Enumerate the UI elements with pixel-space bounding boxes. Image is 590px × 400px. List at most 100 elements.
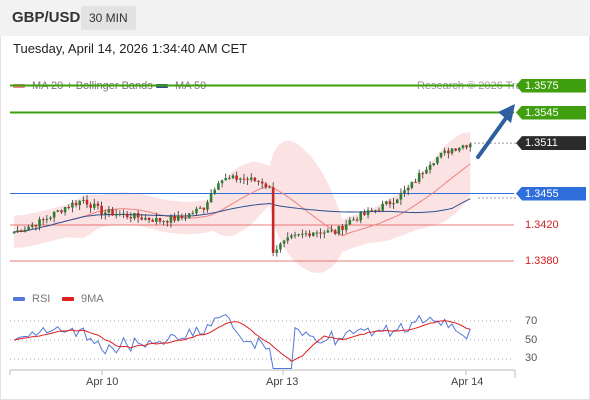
- candle-body: [38, 219, 41, 227]
- candle-body: [217, 183, 220, 190]
- candle-body: [242, 178, 246, 180]
- candle-body: [293, 234, 297, 236]
- candle-body: [312, 232, 315, 236]
- 9ma-line: [13, 320, 471, 362]
- candle-body: [180, 215, 184, 219]
- level-tag-last-price: 1.3511: [516, 136, 586, 151]
- candle-body: [439, 152, 443, 158]
- candle-body: [224, 178, 227, 181]
- rsi-label: RSI: [32, 293, 51, 305]
- candle-body: [27, 226, 30, 230]
- forecast-arrow-head: [498, 104, 515, 123]
- rsi-swatch: [13, 297, 25, 301]
- candle-body: [271, 187, 275, 253]
- candle-body: [385, 201, 388, 204]
- candle-body: [195, 208, 198, 214]
- candle-body: [136, 213, 140, 218]
- candle-body: [406, 187, 410, 191]
- candle-body: [206, 202, 209, 210]
- candle-body: [162, 221, 165, 223]
- legend-rsi: RSI: [13, 293, 50, 305]
- candle-body: [198, 207, 202, 209]
- 9ma-swatch: [62, 297, 74, 301]
- forecast-arrow-shaft: [476, 116, 508, 159]
- candle-body: [355, 219, 359, 221]
- candle-body: [34, 224, 38, 227]
- candle-body: [326, 230, 330, 233]
- candle-body: [286, 237, 290, 241]
- level-tag-support-2: 1.3380: [525, 255, 559, 267]
- candle-body: [12, 232, 16, 234]
- candle-body: [133, 213, 136, 219]
- candle-body: [275, 249, 279, 253]
- candle-body: [118, 213, 122, 215]
- candle-body: [239, 178, 242, 180]
- candle-body: [85, 199, 89, 205]
- candle-body: [319, 232, 322, 234]
- candle-body: [169, 216, 173, 223]
- candle-body: [23, 229, 27, 233]
- x-label-apr10: Apr 10: [86, 376, 119, 388]
- candle-body: [279, 243, 282, 250]
- candle-body: [363, 212, 366, 215]
- candle-body: [304, 233, 308, 235]
- candle-body: [184, 217, 187, 219]
- candle-body: [228, 178, 231, 180]
- candle-body: [388, 201, 392, 205]
- candle-body: [370, 210, 373, 212]
- candle-body: [403, 190, 406, 193]
- candle-body: [93, 203, 96, 208]
- candle-body: [468, 144, 472, 148]
- candle-body: [330, 230, 333, 232]
- candle-body: [78, 200, 81, 206]
- candle-body: [122, 213, 125, 215]
- rsi-tick-30: 30: [525, 352, 538, 364]
- rsi-tick-70: 70: [525, 315, 538, 327]
- timestamp: Tuesday, April 14, 2026 1:34:40 AM CET: [13, 41, 248, 56]
- candle-body: [56, 210, 60, 212]
- candle-body: [63, 207, 67, 213]
- candle-body: [129, 217, 133, 219]
- candle-body: [417, 173, 421, 182]
- level-tag-target-2: 1.3575: [516, 78, 586, 93]
- candle-body: [158, 217, 162, 222]
- candle-body: [125, 213, 129, 218]
- bollinger-band: [14, 131, 471, 273]
- candle-body: [187, 213, 191, 218]
- candle-body: [348, 219, 352, 225]
- candle-body: [231, 175, 235, 179]
- candle-body: [395, 199, 399, 204]
- candle-body: [333, 230, 337, 234]
- candle-body: [30, 224, 34, 227]
- candle-body: [458, 147, 461, 151]
- level-tag-target-1: 1.3545: [516, 105, 586, 120]
- candle-body: [443, 150, 446, 153]
- candle-body: [249, 177, 253, 180]
- candle-body: [337, 225, 341, 234]
- ma20-line: [13, 163, 471, 237]
- candle-body: [213, 189, 217, 194]
- candle-body: [425, 169, 428, 174]
- candle-body: [114, 214, 118, 216]
- x-label-apr13: Apr 13: [266, 376, 299, 388]
- candle-body: [421, 173, 425, 175]
- interval-badge[interactable]: 30 MIN: [81, 6, 136, 30]
- candle-body: [41, 219, 45, 221]
- rsi-line: [13, 313, 471, 369]
- candle-body: [82, 199, 85, 201]
- candle-body: [352, 219, 355, 221]
- candle-body: [20, 230, 23, 233]
- candle-body: [253, 177, 257, 181]
- candle-body: [414, 181, 417, 183]
- level-tag-pivot: 1.3455: [516, 186, 586, 201]
- candle-body: [366, 210, 370, 215]
- candle-body: [428, 165, 432, 170]
- candle-body: [220, 180, 224, 184]
- candle-body: [209, 193, 213, 203]
- candle-body: [454, 148, 457, 151]
- candle-body: [436, 157, 439, 164]
- candle-body: [16, 230, 19, 233]
- candle-body: [450, 148, 454, 154]
- candle-body: [60, 210, 63, 213]
